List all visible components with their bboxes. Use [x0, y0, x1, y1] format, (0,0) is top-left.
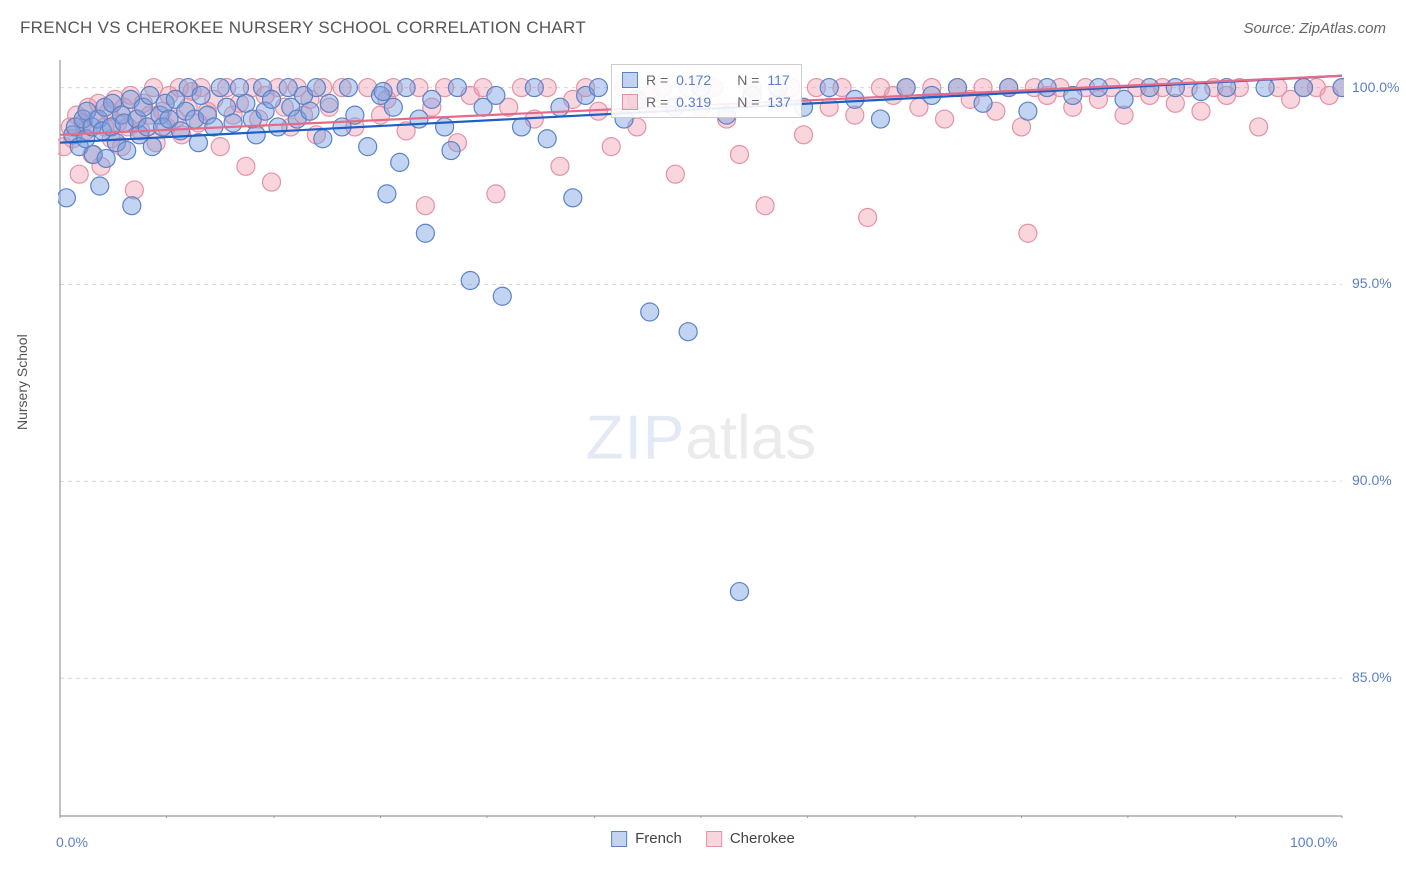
x-tick-label: 0.0%: [56, 834, 88, 850]
legend-n-label: N =: [737, 94, 759, 110]
x-tick-label: 100.0%: [1290, 834, 1337, 850]
y-tick-label: 95.0%: [1352, 275, 1392, 291]
legend-r-label: R =: [646, 72, 668, 88]
legend-swatch: [706, 831, 722, 847]
source-attribution: Source: ZipAtlas.com: [1243, 20, 1386, 37]
y-tick-label: 100.0%: [1352, 79, 1399, 95]
scatter-plot: [58, 58, 1344, 818]
y-tick-label: 90.0%: [1352, 472, 1392, 488]
header-row: FRENCH VS CHEROKEE NURSERY SCHOOL CORREL…: [20, 18, 1386, 38]
plot-container: ZIPatlas R = 0.172N = 117R = 0.319N = 13…: [58, 58, 1344, 818]
legend-item: Cherokee: [706, 830, 795, 847]
legend-n-value: 117: [767, 72, 789, 88]
legend-swatch: [622, 94, 638, 110]
legend-label: Cherokee: [730, 830, 795, 847]
legend-item: French: [611, 830, 682, 847]
series-legend: French Cherokee: [611, 830, 795, 847]
legend-r-label: R =: [646, 94, 668, 110]
legend-r-value: 0.172: [676, 72, 711, 88]
legend-label: French: [635, 830, 682, 847]
legend-n-label: N =: [737, 72, 759, 88]
legend-r-value: 0.319: [676, 94, 711, 110]
y-axis-label: Nursery School: [14, 334, 30, 430]
legend-row: R = 0.319 N = 137: [622, 91, 791, 113]
chart-title: FRENCH VS CHEROKEE NURSERY SCHOOL CORREL…: [20, 18, 586, 38]
correlation-legend: R = 0.172 N = 117 R = 0.319 N = 137: [611, 64, 802, 118]
legend-swatch: [622, 72, 638, 88]
y-tick-label: 85.0%: [1352, 669, 1392, 685]
legend-swatch: [611, 831, 627, 847]
legend-row: R = 0.172 N = 117: [622, 69, 791, 91]
legend-n-value: 137: [767, 94, 790, 110]
